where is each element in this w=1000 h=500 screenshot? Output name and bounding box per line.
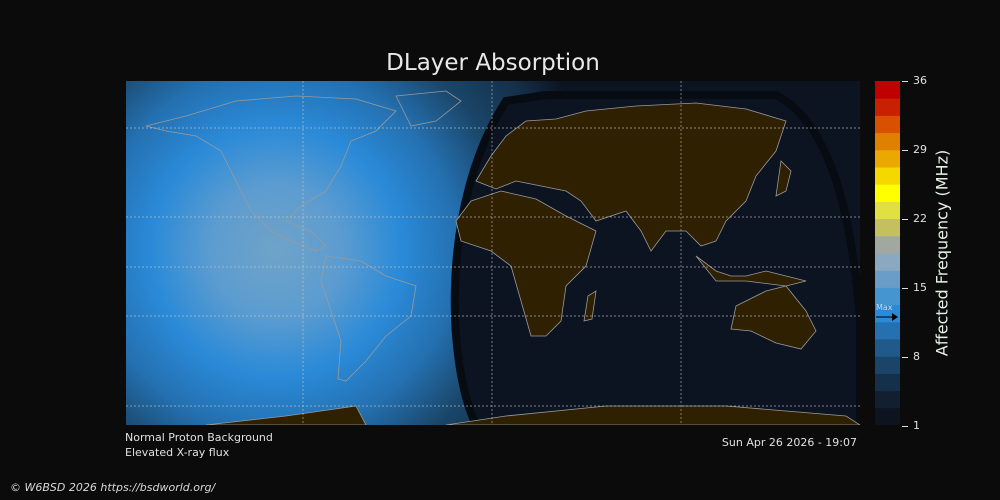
colorbar-segment: [875, 321, 900, 340]
colorbar-segment: [875, 98, 900, 116]
max-marker-label: Max: [876, 302, 893, 312]
chart-title: DLayer Absorption: [386, 50, 600, 76]
xray-status: Elevated X-ray flux: [125, 446, 230, 459]
colorbar-segment: [875, 373, 900, 392]
proton-status: Normal Proton Background: [125, 431, 273, 444]
colorbar-segment: [875, 253, 900, 271]
colorbar-label: Affected Frequency (MHz): [932, 149, 952, 357]
max-arrow-icon: [876, 312, 898, 321]
colorbar-segment: [875, 218, 900, 237]
colorbar-tick: 36: [902, 74, 927, 87]
colorbar-tick: 1: [902, 419, 920, 432]
colorbar: [875, 81, 900, 425]
colorbar-segment: [875, 287, 900, 306]
colorbar-segment: [875, 390, 900, 409]
colorbar-segment: [875, 235, 900, 254]
colorbar-segment: [875, 149, 900, 168]
eastern-landmasses: [455, 102, 817, 350]
colorbar-segment: [875, 184, 900, 202]
colorbar-segment: [875, 201, 900, 220]
colorbar-segment: [875, 81, 900, 99]
timestamp: Sun Apr 26 2026 - 19:07: [721, 436, 857, 449]
colorbar-segment: [875, 132, 900, 151]
gridlines: [126, 81, 860, 425]
colorbar-segment: [875, 167, 900, 185]
colorbar-tick: 29: [902, 143, 927, 156]
colorbar-segment: [875, 339, 900, 357]
colorbar-tick: 15: [902, 281, 927, 294]
colorbar-tick: 22: [902, 212, 927, 225]
colorbar-segment: [875, 356, 900, 374]
colorbar-tick: 8: [902, 350, 920, 363]
colorbar-segment: [875, 407, 900, 425]
absorption-map: [126, 81, 860, 425]
copyright: © W6BSD 2026 https://bsdworld.org/: [10, 481, 216, 494]
colorbar-segment: [875, 270, 900, 288]
colorbar-segment: [875, 115, 900, 134]
